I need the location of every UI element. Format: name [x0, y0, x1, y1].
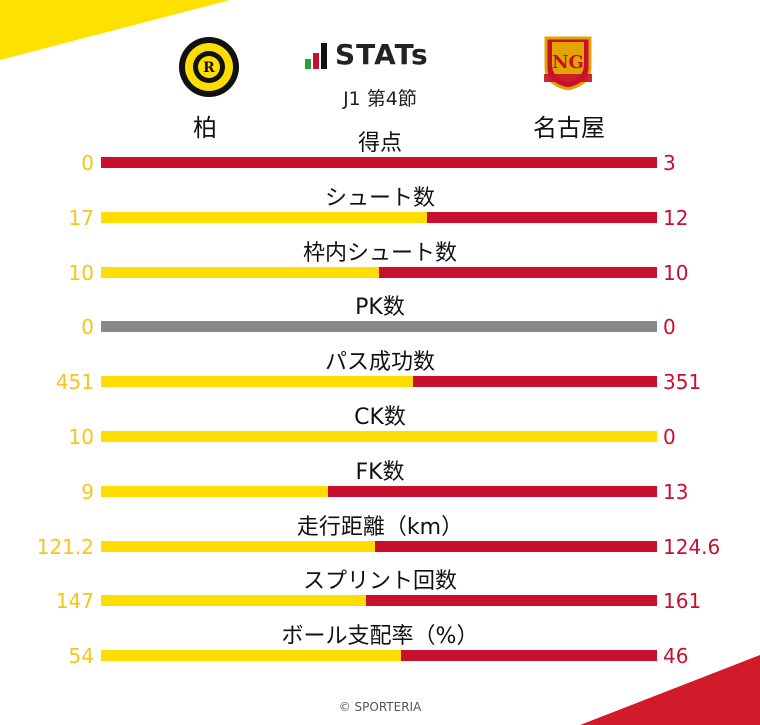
- stat-row: 得点 0 3: [0, 125, 760, 180]
- comparison-bar: [101, 485, 657, 497]
- home-value: 121.2: [36, 534, 94, 559]
- away-value: 12: [663, 205, 689, 230]
- home-bar-segment: [101, 431, 657, 442]
- away-value: 351: [663, 370, 702, 395]
- home-team-name: 柏: [193, 114, 217, 142]
- stat-row: スプリント回数 147 161: [0, 563, 760, 618]
- away-value: 10: [663, 260, 689, 285]
- away-bar-segment: [375, 540, 657, 552]
- stat-label: パス成功数: [324, 350, 435, 376]
- home-bar-segment: [101, 485, 329, 497]
- home-bar-segment: [101, 540, 376, 552]
- stat-row: FK数 9 13: [0, 454, 760, 509]
- stats-logo: STATs: [305, 38, 429, 71]
- stat-label: PK数: [355, 295, 405, 321]
- away-value: 124.6: [663, 534, 721, 559]
- stat-label: 枠内シュート数: [302, 240, 457, 266]
- comparison-bar: [101, 157, 657, 168]
- stat-label: スプリント回数: [302, 569, 457, 595]
- comparison-bar: [101, 321, 657, 333]
- home-value: 0: [81, 315, 94, 340]
- away-value: 161: [663, 589, 702, 614]
- copyright: © SPORTERIA: [338, 700, 422, 714]
- svg-text:NG: NG: [552, 52, 584, 73]
- red-corner-decoration: [580, 655, 760, 725]
- home-bar-segment: [101, 266, 379, 278]
- away-bar-segment: [401, 650, 657, 662]
- home-value: 54: [68, 644, 94, 669]
- home-value: 17: [68, 205, 94, 230]
- away-value: 0: [663, 315, 676, 340]
- header: R NG STATs J1 第4節 柏 名古屋: [0, 0, 760, 142]
- home-value: 9: [81, 479, 94, 504]
- home-value: 10: [68, 425, 94, 449]
- away-bar-segment: [426, 211, 657, 223]
- away-value: 46: [663, 644, 689, 669]
- stat-row: 走行距離（km） 121.2 124.6: [0, 509, 760, 564]
- svg-text:R: R: [203, 60, 215, 76]
- stat-label: 走行距離（km）: [296, 514, 464, 540]
- comparison-bar: [101, 650, 657, 662]
- stat-label: シュート数: [324, 185, 435, 211]
- comparison-bar: [101, 211, 657, 223]
- away-bar-segment: [379, 266, 657, 278]
- matchday-label: J1 第4節: [343, 88, 417, 110]
- stat-label: CK数: [354, 405, 406, 430]
- home-value: 147: [55, 589, 94, 614]
- comparison-bar: [101, 595, 657, 607]
- stat-row: PK数 0 0: [0, 289, 760, 344]
- comparison-bar: [101, 540, 657, 552]
- stat-row: パス成功数 451 351: [0, 344, 760, 399]
- away-value: 13: [663, 479, 689, 504]
- away-bar-segment: [328, 485, 657, 497]
- away-value: 0: [663, 425, 676, 449]
- nagoya-grampus-emblem-icon: NG: [544, 36, 592, 90]
- stat-label: 得点: [357, 131, 402, 156]
- home-bar-segment: [101, 211, 427, 223]
- away-value: 3: [663, 151, 676, 175]
- away-team-name: 名古屋: [533, 114, 605, 142]
- comparison-bar: [101, 431, 657, 442]
- kashiwa-reysol-emblem-icon: R: [179, 37, 239, 97]
- comparison-bar: [101, 376, 657, 388]
- away-bar-segment: [101, 157, 657, 168]
- stat-label: FK数: [355, 459, 405, 485]
- stat-row: CK数 10 0: [0, 399, 760, 454]
- comparison-bar: [101, 266, 657, 278]
- stat-row: シュート数 17 12: [0, 180, 760, 235]
- stat-row: ボール支配率（%） 54 46: [0, 618, 760, 673]
- home-bar-segment: [101, 376, 414, 388]
- away-bar-segment: [366, 595, 657, 607]
- bar-chart-icon: [305, 41, 327, 69]
- home-value: 451: [55, 370, 94, 395]
- home-value: 10: [68, 260, 94, 285]
- stat-row: 枠内シュート数 10 10: [0, 235, 760, 290]
- stat-label: ボール支配率（%）: [281, 624, 479, 650]
- home-bar-segment: [101, 650, 402, 662]
- home-bar-segment: [101, 595, 367, 607]
- home-value: 0: [81, 151, 94, 175]
- logo-text: STATs: [335, 38, 429, 71]
- away-bar-segment: [413, 376, 657, 388]
